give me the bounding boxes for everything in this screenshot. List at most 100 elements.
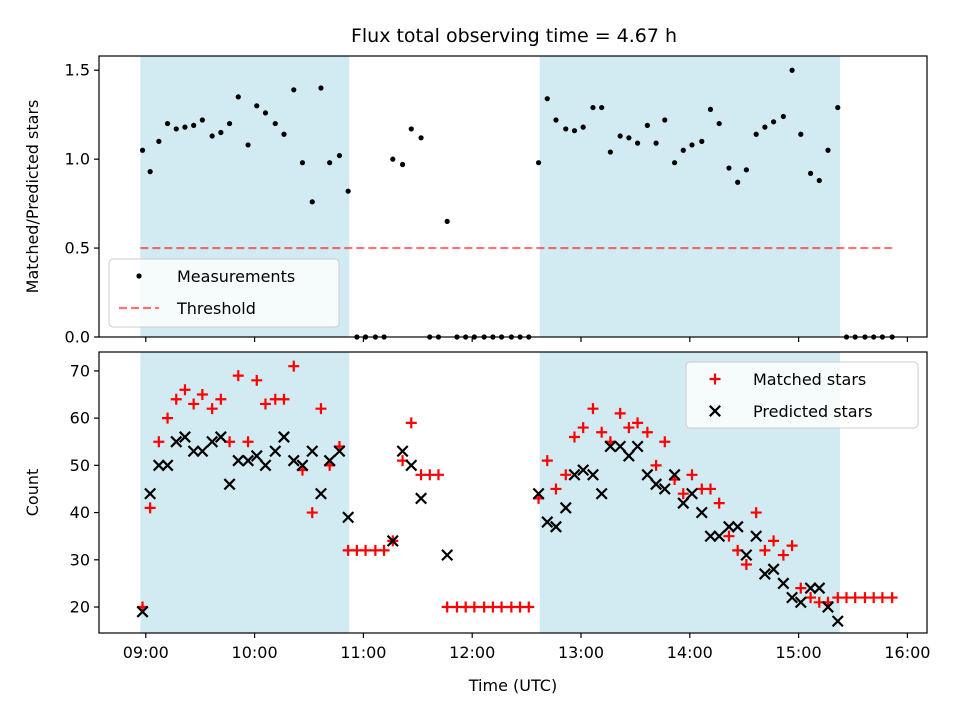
measurement-point (272, 120, 278, 127)
predicted-star-point (686, 487, 698, 500)
measurement-point (626, 135, 632, 141)
predicted-star-point (677, 497, 690, 510)
measurement-point (245, 142, 251, 148)
measurement-point (807, 170, 814, 176)
measurement-point (816, 177, 822, 184)
matched-star-point (288, 360, 300, 372)
measurement-point (418, 135, 424, 141)
shaded-interval (140, 352, 350, 633)
y-tick-label: 20 (70, 598, 90, 617)
matched-star-point (153, 436, 165, 448)
predicted-star-point (650, 478, 663, 491)
matched-star-point (232, 370, 244, 382)
matched-star-point (568, 431, 580, 443)
predicted-star-point (415, 492, 428, 505)
matched-star-point (405, 417, 417, 429)
measurement-point (191, 122, 197, 128)
matched-star-point (179, 384, 191, 396)
measurement-point (607, 149, 613, 155)
predicted-star-point (196, 445, 209, 458)
predicted-star-point (822, 601, 834, 614)
measurement-point (653, 140, 659, 146)
legend-box (108, 258, 340, 328)
measurement-point (599, 104, 605, 111)
predicted-star-point (259, 459, 272, 472)
matched-star-point (196, 389, 208, 401)
measurement-point (699, 138, 705, 144)
matched-star-point (805, 592, 817, 604)
matched-star-point (432, 469, 444, 481)
legend-box (685, 361, 919, 429)
measurement-point (345, 188, 351, 194)
measurement-point (563, 126, 569, 132)
x-tick-label: 12:00 (449, 643, 495, 662)
matched-star-point (550, 483, 562, 495)
bottom-panel: 20 30 40 50 60 70 09:00 10:00 11:00 12:00 13:00 14:… (23, 351, 930, 695)
legend-matched-swatch (709, 373, 721, 385)
predicted-star-point (668, 468, 681, 481)
measurement-point (390, 156, 396, 162)
matched-star-point (541, 455, 553, 467)
measurement-point (147, 169, 153, 175)
predicted-star-point (740, 549, 753, 562)
series-1 (136, 431, 844, 628)
matched-star-point (560, 469, 572, 481)
predicted-star-point (296, 459, 309, 472)
matched-star-point (306, 507, 318, 519)
predicted-star-point (604, 440, 617, 453)
predicted-star-point (813, 582, 826, 595)
predicted-star-point (658, 482, 671, 495)
predicted-star-point (161, 459, 174, 472)
matched-star-point (496, 601, 508, 613)
y-tick-label: 60 (70, 409, 90, 428)
measurement-point (164, 120, 171, 127)
predicted-star-point (541, 516, 554, 528)
measurement-point (281, 131, 287, 137)
predicted-star-point (550, 520, 562, 533)
matched-star-point (596, 426, 608, 438)
measurement-point (553, 117, 559, 123)
measurement-point (580, 124, 586, 130)
measurement-point (743, 167, 749, 173)
matched-star-point (650, 459, 662, 471)
predicted-star-point (178, 431, 191, 443)
legend-label: Matched stars (753, 370, 866, 389)
y-tick-label: 50 (70, 456, 90, 475)
matched-star-point (251, 374, 263, 386)
measurement-point (835, 104, 841, 111)
predicted-star-point (786, 591, 799, 604)
measurement-point (544, 96, 550, 102)
y-tick-label: 1.5 (65, 61, 90, 80)
measurement-point (753, 131, 759, 137)
predicted-star-point (441, 549, 454, 562)
measurement-point (634, 140, 641, 146)
matched-star-point (677, 488, 689, 500)
measurement-point (590, 104, 596, 111)
axes-frame (98, 55, 928, 338)
predicted-star-point (206, 435, 219, 448)
predicted-star-point (242, 454, 255, 467)
measurement-point (309, 199, 315, 205)
x-tick-label: 16:00 (884, 643, 930, 662)
predicted-star-point (794, 596, 807, 609)
measurement-point (444, 218, 450, 224)
legend-predicted-swatch (709, 405, 721, 417)
predicted-star-point (695, 506, 708, 519)
measurement-point (139, 147, 146, 153)
matched-star-point (740, 559, 752, 571)
predicted-star-point (758, 567, 771, 580)
x-tick-label: 15:00 (776, 643, 822, 662)
matched-star-point (360, 544, 372, 556)
predicted-star-point (704, 530, 717, 543)
measurement-point (735, 179, 741, 185)
legend: Measurements Threshold (108, 258, 340, 328)
predicted-star-point (396, 445, 409, 458)
measurement-point (318, 85, 324, 91)
legend-label: Measurements (177, 267, 295, 286)
predicted-star-point (144, 487, 157, 500)
matched-star-point (170, 393, 182, 405)
predicted-star-point (136, 605, 149, 618)
measurement-point (726, 165, 732, 171)
measurement-point (254, 103, 260, 109)
measurement-point (671, 160, 678, 166)
